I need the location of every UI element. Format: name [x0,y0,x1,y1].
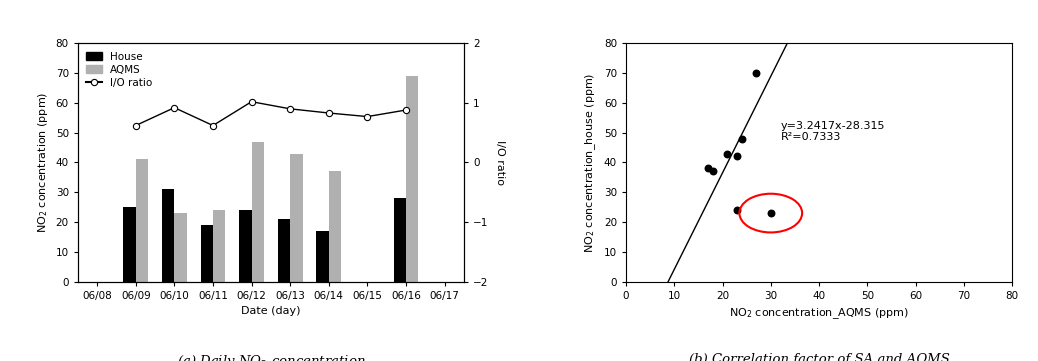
Bar [278,219,291,282]
Bar [200,225,213,282]
Bar [136,160,148,282]
Bar [124,207,136,282]
Bar [406,76,418,282]
Bar [213,210,225,282]
Bar [393,198,406,282]
Bar [239,210,251,282]
Text: y=3.2417x-28.315
R²=0.7333: y=3.2417x-28.315 R²=0.7333 [781,121,885,142]
Bar [251,142,264,282]
Point [734,136,750,142]
Point [763,210,780,216]
Bar [317,231,329,282]
Bar [329,171,342,282]
X-axis label: Date (day): Date (day) [241,306,301,316]
Point [748,70,765,76]
Point [729,207,745,213]
Bar [291,153,302,282]
Y-axis label: I/O ratio: I/O ratio [495,140,504,185]
Bar [174,213,187,282]
Point [729,154,745,160]
Legend: House, AQMS, I/O ratio: House, AQMS, I/O ratio [83,48,156,91]
Text: (b) Correlation factor of SA and AQMS: (b) Correlation factor of SA and AQMS [688,353,950,361]
Bar [162,189,174,282]
Point [719,151,736,156]
Point [700,165,716,171]
Text: (a) Daily NO$_2$ concentration: (a) Daily NO$_2$ concentration [176,353,365,361]
Point [705,169,721,174]
X-axis label: NO$_2$ concentration_AQMS (ppm): NO$_2$ concentration_AQMS (ppm) [729,306,909,321]
Y-axis label: NO$_2$ concentration_house (ppm): NO$_2$ concentration_house (ppm) [583,72,598,253]
Y-axis label: NO$_2$ concentration (ppm): NO$_2$ concentration (ppm) [36,92,50,233]
